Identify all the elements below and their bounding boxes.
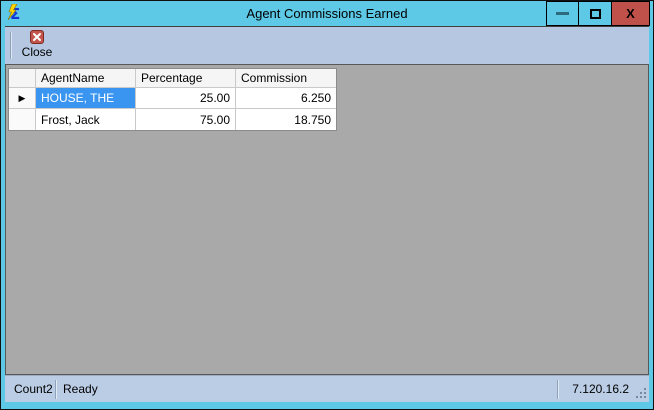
cell-percentage[interactable]: 75.00 [136, 109, 236, 130]
red-x-box-icon [30, 30, 44, 44]
toolbar: Close [5, 26, 649, 64]
count-value: 2 [46, 382, 53, 396]
cell-agentname[interactable]: HOUSE, THE [36, 88, 136, 109]
table-row[interactable]: Frost, Jack 75.00 18.750 [9, 109, 336, 130]
close-icon: X [626, 6, 635, 21]
data-grid: AgentName Percentage Commission ▶ HOUSE,… [8, 68, 337, 131]
toolbar-close-label: Close [21, 45, 53, 59]
toolbar-close-button[interactable]: Close [16, 30, 58, 63]
current-row-indicator-icon: ▶ [18, 92, 26, 103]
column-header-agentname[interactable]: AgentName [36, 69, 136, 88]
grid-corner-cell[interactable] [9, 69, 36, 88]
maximize-button[interactable] [579, 1, 612, 26]
status-bar: Count 2 Ready 7.120.16.2 [5, 375, 649, 402]
toolbar-grip[interactable] [10, 32, 12, 59]
column-header-commission[interactable]: Commission [236, 69, 336, 88]
cell-commission[interactable]: 6.250 [236, 88, 336, 109]
row-selector-cell[interactable]: ▶ [9, 88, 36, 109]
status-count-panel: Count 2 [5, 382, 55, 396]
grid-header-row: AgentName Percentage Commission [9, 69, 336, 88]
version-label: 7.120.16.2 [572, 382, 629, 396]
status-separator [55, 379, 57, 399]
cell-commission[interactable]: 18.750 [236, 109, 336, 130]
client-area: AgentName Percentage Commission ▶ HOUSE,… [5, 64, 649, 375]
cell-agentname[interactable]: Frost, Jack [36, 109, 136, 130]
sigma-lightning-icon: Σ [6, 3, 24, 23]
maximize-icon [589, 8, 601, 19]
column-header-percentage[interactable]: Percentage [136, 69, 236, 88]
title-bar[interactable]: Σ Agent Commissions Earned X [1, 1, 653, 26]
resize-grip[interactable] [633, 376, 649, 402]
row-selector-cell[interactable] [9, 109, 36, 130]
cell-percentage[interactable]: 25.00 [136, 88, 236, 109]
window-controls: X [546, 1, 650, 26]
table-row[interactable]: ▶ HOUSE, THE 25.00 6.250 [9, 88, 336, 109]
count-label: Count [14, 382, 47, 396]
status-message: Ready [63, 382, 98, 396]
window-title: Agent Commissions Earned [246, 6, 408, 21]
minimize-icon [556, 12, 569, 15]
svg-text:Σ: Σ [10, 5, 20, 22]
minimize-button[interactable] [546, 1, 579, 26]
close-window-button[interactable]: X [612, 1, 650, 26]
status-separator [557, 379, 559, 399]
